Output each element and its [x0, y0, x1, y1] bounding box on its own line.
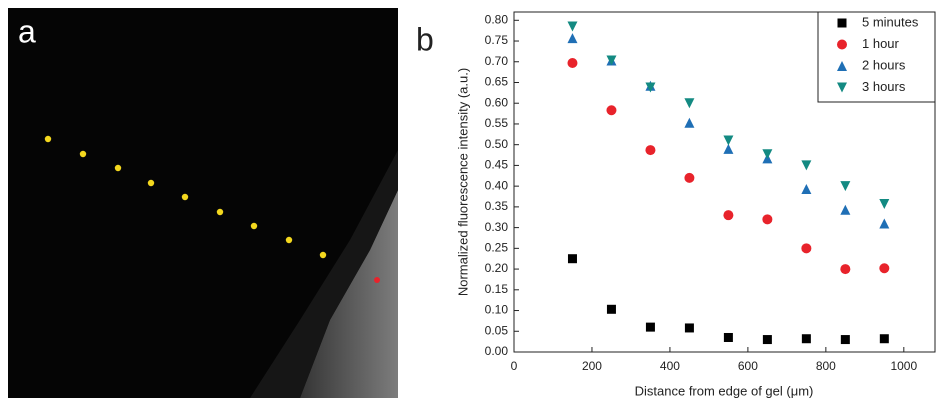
legend-marker: [837, 82, 847, 93]
point: [879, 198, 890, 209]
point: [567, 254, 577, 264]
y-tick-label: 0.55: [485, 116, 509, 130]
point: [840, 181, 851, 192]
point: [684, 98, 695, 109]
point: [840, 335, 850, 345]
x-tick-label: 200: [582, 359, 602, 373]
point: [684, 172, 695, 183]
y-tick-label: 0.00: [485, 344, 509, 358]
plot-frame: [513, 11, 936, 353]
point: [879, 334, 889, 344]
point: [879, 263, 890, 274]
point: [762, 214, 773, 225]
x-tick-label: 600: [738, 359, 758, 373]
point: [645, 322, 655, 332]
y-tick-label: 0.15: [485, 282, 509, 296]
y-tick-label: 0.25: [485, 241, 509, 255]
panel-label: a: [18, 13, 36, 49]
point: [723, 332, 733, 342]
y-tick-label: 0.35: [485, 199, 509, 213]
point: [723, 210, 734, 221]
panel-label: b: [416, 21, 434, 57]
micrograph: a: [8, 8, 398, 398]
point: [762, 149, 773, 160]
y-tick-label: 0.60: [485, 95, 509, 109]
x-axis-label: Distance from edge of gel (μm): [635, 383, 814, 398]
point: [879, 218, 890, 229]
y-tick-label: 0.70: [485, 54, 509, 68]
point: [606, 304, 616, 314]
y-axis-label: Normalized fluorescence intensity (a.u.): [455, 68, 470, 296]
y-tick-label: 0.75: [485, 33, 509, 47]
point: [840, 204, 851, 215]
legend-label: 3 hours: [862, 79, 906, 94]
x-tick-label: 400: [660, 359, 680, 373]
point: [606, 55, 617, 66]
y-tick-label: 0.05: [485, 323, 509, 337]
point: [567, 33, 578, 44]
y-tick-label: 0.40: [485, 178, 509, 192]
point: [801, 184, 812, 195]
x-tick-label: 800: [816, 359, 836, 373]
point: [567, 58, 578, 68]
legend-marker: [837, 18, 847, 28]
x-tick-label: 0: [511, 359, 518, 373]
y-tick-label: 0.45: [485, 158, 509, 172]
legend-marker: [837, 61, 847, 71]
legend-label: 2 hours: [862, 57, 906, 72]
legend-marker: [837, 39, 847, 50]
point: [723, 143, 734, 154]
point: [567, 21, 578, 32]
point: [840, 264, 851, 275]
legend-label: 5 minutes: [862, 14, 919, 29]
point: [801, 160, 812, 171]
point: [801, 243, 812, 254]
y-tick-label: 0.65: [485, 75, 509, 89]
point: [684, 117, 695, 128]
y-tick-label: 0.80: [485, 12, 509, 26]
point: [645, 82, 656, 93]
point: [684, 323, 694, 333]
x-tick-label: 1000: [890, 359, 917, 373]
point: [723, 135, 734, 146]
y-tick-label: 0.10: [485, 303, 509, 317]
point: [645, 145, 656, 156]
point: [606, 105, 617, 116]
point: [801, 334, 811, 344]
point: [762, 335, 772, 345]
y-tick-label: 0.20: [485, 261, 509, 275]
y-tick-label: 0.30: [485, 220, 509, 234]
legend-label: 1 hour: [862, 36, 900, 51]
y-tick-label: 0.50: [485, 137, 509, 151]
